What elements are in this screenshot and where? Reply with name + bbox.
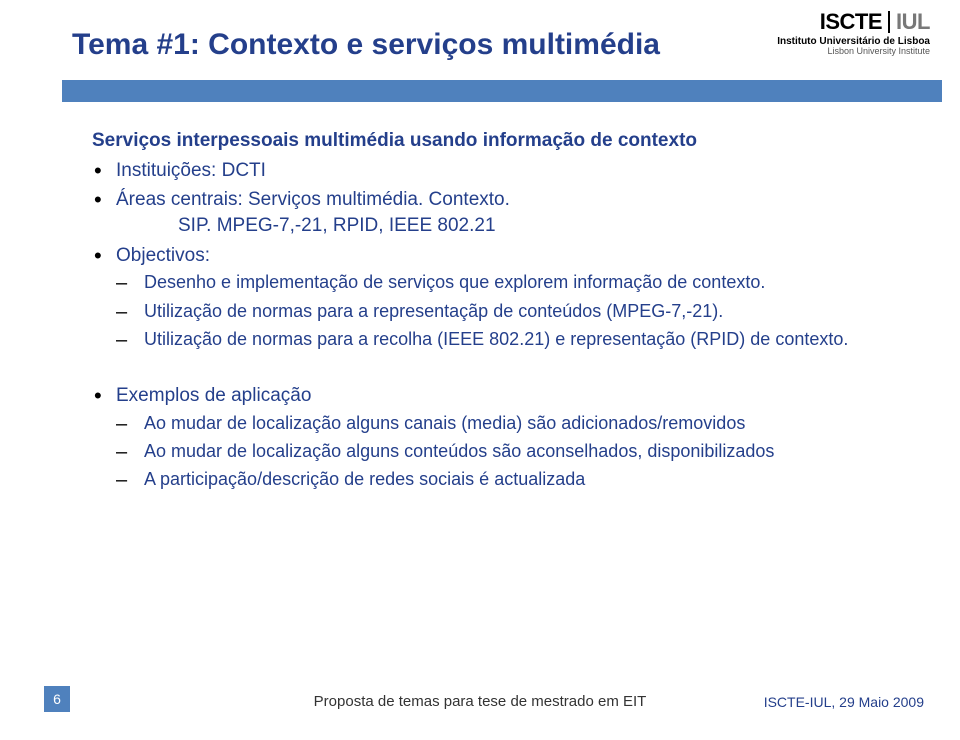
slide-body: Serviços interpessoais multimédia usando… xyxy=(92,128,900,496)
objectives-label: Objectivos: xyxy=(116,245,210,266)
bullet-institutions: Instituições: DCTI xyxy=(94,158,900,184)
logo-subtitle-en: Lisbon University Institute xyxy=(777,47,930,57)
example-item-2: Ao mudar de localização alguns conteúdos… xyxy=(116,439,900,463)
logo-iul-text: IUL xyxy=(896,10,930,34)
footer-right-text: ISCTE-IUL, 29 Maio 2009 xyxy=(764,694,924,710)
examples-label: Exemplos de aplicação xyxy=(116,385,311,406)
title-underline-bar xyxy=(62,80,942,102)
slide-subtitle: Serviços interpessoais multimédia usando… xyxy=(92,128,900,154)
logo-separator xyxy=(888,11,890,33)
bullet-examples: Exemplos de aplicação Ao mudar de locali… xyxy=(94,383,900,492)
example-item-3: A participação/descrição de redes sociai… xyxy=(116,467,900,491)
areas-line2: SIP. MPEG-7,-21, RPID, IEEE 802.21 xyxy=(116,213,900,239)
example-item-1: Ao mudar de localização alguns canais (m… xyxy=(116,411,900,435)
objective-item-2: Utilização de normas para a representaçã… xyxy=(116,299,900,323)
institution-logo: ISCTE IUL Instituto Universitário de Lis… xyxy=(777,10,930,57)
bullet-objectives: Objectivos: Desenho e implementação de s… xyxy=(94,243,900,352)
areas-line1: Áreas centrais: Serviços multimédia. Con… xyxy=(116,189,510,210)
objective-item-1: Desenho e implementação de serviços que … xyxy=(116,270,900,294)
page-number-badge: 6 xyxy=(44,686,70,712)
logo-iscte-text: ISCTE xyxy=(820,10,882,34)
objective-item-3: Utilização de normas para a recolha (IEE… xyxy=(116,327,900,351)
bullet-areas: Áreas centrais: Serviços multimédia. Con… xyxy=(94,187,900,238)
footer-center-text: Proposta de temas para tese de mestrado … xyxy=(314,693,647,710)
slide-title: Tema #1: Contexto e serviços multimédia xyxy=(72,28,660,62)
